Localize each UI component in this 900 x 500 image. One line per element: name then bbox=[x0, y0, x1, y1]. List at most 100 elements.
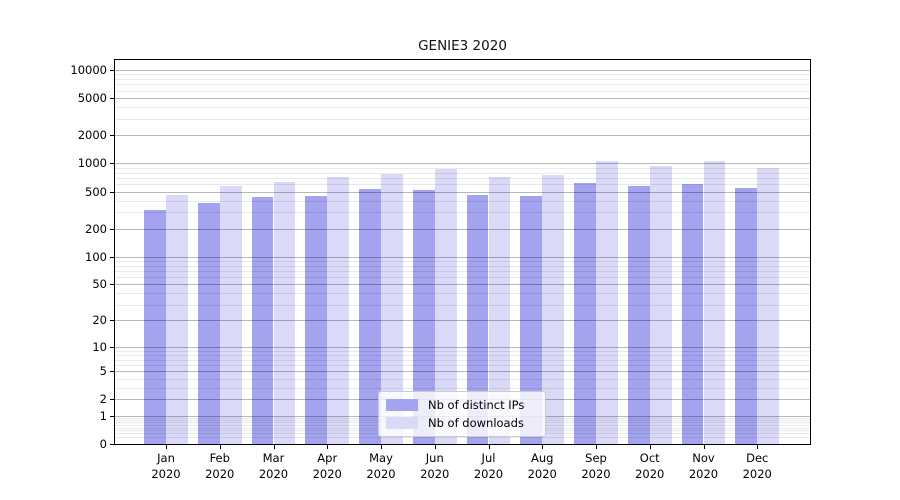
x-tick-month: Mar bbox=[262, 451, 285, 465]
x-tick-month: Sep bbox=[585, 451, 607, 465]
x-tick-label-mar: Mar 2020 bbox=[239, 451, 309, 482]
minor-gridline bbox=[115, 118, 810, 120]
x-tick-month: Aug bbox=[531, 451, 554, 465]
minor-gridline bbox=[115, 177, 810, 179]
y-tick-mark bbox=[110, 191, 114, 193]
y-tick-label: 500 bbox=[85, 184, 107, 199]
major-gridline bbox=[115, 320, 810, 322]
bar-distinct-ips-jan bbox=[144, 209, 166, 444]
y-tick-label: 5 bbox=[99, 364, 107, 379]
bar-distinct-ips-nov bbox=[681, 184, 704, 444]
x-tick-year: 2020 bbox=[527, 466, 557, 481]
minor-gridline bbox=[115, 436, 810, 438]
major-gridline bbox=[115, 135, 810, 137]
minor-gridline bbox=[115, 74, 810, 76]
bar-downloads-apr bbox=[327, 176, 350, 444]
x-tick-year: 2020 bbox=[635, 466, 665, 481]
y-tick-label: 100 bbox=[85, 249, 107, 264]
bar-downloads-feb bbox=[219, 185, 242, 444]
x-tick-month: Jan bbox=[157, 451, 175, 465]
major-gridline bbox=[115, 163, 810, 165]
x-tick-month: Oct bbox=[639, 451, 660, 465]
minor-gridline bbox=[115, 270, 810, 272]
chart-title: GENIE3 2020 bbox=[418, 38, 507, 54]
minor-gridline bbox=[115, 212, 810, 214]
y-tick-mark bbox=[110, 371, 114, 373]
x-tick-month: Nov bbox=[692, 451, 715, 465]
x-tick-year: 2020 bbox=[151, 466, 181, 481]
minor-gridline bbox=[115, 277, 810, 279]
minor-gridline bbox=[115, 378, 810, 380]
y-tick-mark bbox=[110, 284, 114, 286]
x-tick-mark bbox=[596, 445, 597, 449]
major-gridline bbox=[115, 69, 810, 71]
x-tick-label-feb: Feb 2020 bbox=[185, 451, 255, 482]
y-tick-mark bbox=[110, 320, 114, 322]
bar-distinct-ips-oct bbox=[627, 186, 650, 444]
minor-gridline bbox=[115, 304, 810, 306]
major-gridline bbox=[115, 256, 810, 258]
minor-gridline bbox=[115, 293, 810, 295]
y-tick-mark bbox=[110, 98, 114, 100]
minor-gridline bbox=[115, 84, 810, 86]
minor-gridline bbox=[115, 387, 810, 389]
x-tick-month: May bbox=[369, 451, 393, 465]
minor-gridline bbox=[115, 107, 810, 109]
minor-gridline bbox=[115, 265, 810, 267]
x-tick-year: 2020 bbox=[581, 466, 611, 481]
y-tick-mark bbox=[110, 256, 114, 258]
x-tick-mark bbox=[381, 445, 382, 449]
x-tick-label-may: May 2020 bbox=[346, 451, 416, 482]
bar-distinct-ips-jun bbox=[412, 189, 435, 444]
y-tick-mark bbox=[110, 163, 114, 165]
plot-area bbox=[114, 59, 811, 445]
y-tick-mark bbox=[110, 399, 114, 401]
x-tick-label-apr: Apr 2020 bbox=[292, 451, 362, 482]
bar-distinct-ips-jul bbox=[466, 194, 489, 444]
minor-gridline bbox=[115, 359, 810, 361]
x-tick-label-oct: Oct 2020 bbox=[615, 451, 685, 482]
minor-gridline bbox=[115, 184, 810, 186]
major-gridline bbox=[115, 371, 810, 373]
y-tick-label: 20 bbox=[92, 313, 107, 328]
y-tick-label: 200 bbox=[85, 221, 107, 236]
x-tick-month: Jul bbox=[481, 451, 496, 465]
y-tick-label: 10000 bbox=[70, 62, 107, 77]
x-tick-year: 2020 bbox=[258, 466, 289, 481]
x-tick-label-sep: Sep 2020 bbox=[561, 451, 631, 482]
bar-distinct-ips-aug bbox=[520, 195, 543, 444]
legend-swatch-downloads bbox=[386, 417, 418, 429]
x-tick-label-jun: Jun 2020 bbox=[400, 451, 470, 482]
x-tick-month: Feb bbox=[209, 451, 230, 465]
bar-downloads-aug bbox=[542, 175, 565, 444]
x-tick-mark bbox=[542, 445, 544, 449]
x-tick-mark bbox=[703, 445, 705, 449]
bar-distinct-ips-sep bbox=[574, 182, 596, 444]
legend-item-downloads: Nb of downloads bbox=[386, 416, 538, 430]
x-tick-mark bbox=[166, 445, 167, 449]
minor-gridline bbox=[115, 260, 810, 262]
bar-distinct-ips-mar bbox=[251, 197, 274, 444]
major-gridline bbox=[115, 98, 810, 100]
y-tick-mark bbox=[110, 135, 114, 137]
y-tick-mark bbox=[110, 228, 114, 230]
minor-gridline bbox=[115, 364, 810, 366]
bar-downloads-dec bbox=[757, 167, 780, 444]
minor-gridline bbox=[115, 90, 810, 92]
minor-gridline bbox=[115, 200, 810, 202]
minor-gridline bbox=[115, 79, 810, 81]
y-tick-label: 2 bbox=[99, 392, 107, 407]
bar-downloads-sep bbox=[596, 161, 618, 444]
legend-swatch-distinct-ips bbox=[386, 399, 418, 411]
x-tick-mark bbox=[649, 445, 651, 449]
minor-gridline bbox=[115, 167, 810, 169]
bar-downloads-jun bbox=[434, 168, 457, 444]
y-tick-label: 1000 bbox=[77, 156, 107, 171]
y-tick-mark bbox=[110, 444, 114, 445]
y-tick-label: 10 bbox=[92, 339, 107, 354]
x-tick-year: 2020 bbox=[366, 466, 396, 481]
x-tick-month: Jun bbox=[425, 451, 444, 465]
major-gridline bbox=[115, 284, 810, 286]
y-tick-mark bbox=[110, 415, 114, 417]
